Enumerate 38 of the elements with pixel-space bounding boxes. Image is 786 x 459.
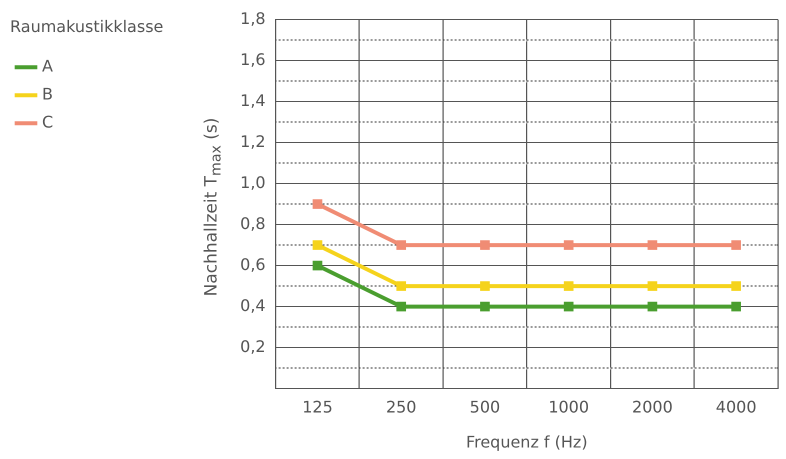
x-tick-label: 250 — [386, 397, 416, 416]
y-tick-label: 1,2 — [240, 132, 266, 151]
y-tick-label: 1,8 — [240, 8, 266, 28]
x-axis-title: Frequenz f (Hz) — [466, 432, 588, 452]
y-tick-label: 0,4 — [240, 296, 266, 315]
y-tick-label: 1,0 — [240, 172, 266, 192]
x-tick-label: 2000 — [632, 397, 673, 416]
point — [312, 240, 322, 250]
x-tick-label: 1000 — [548, 397, 590, 416]
point — [480, 281, 490, 291]
point — [648, 240, 658, 250]
point — [564, 240, 574, 250]
point — [564, 281, 574, 291]
point — [480, 240, 490, 250]
point — [312, 199, 322, 209]
y-tick-label: 0,6 — [240, 254, 266, 274]
point — [648, 302, 658, 312]
legend-label: A — [42, 56, 53, 76]
point — [480, 302, 490, 312]
legend-label: B — [42, 84, 53, 104]
x-tick-label: 125 — [302, 397, 333, 416]
y-tick-label: 1,6 — [240, 50, 266, 69]
legend-label: C — [42, 112, 54, 132]
point — [731, 240, 741, 250]
point — [648, 281, 658, 291]
point — [731, 302, 741, 312]
point — [564, 302, 574, 312]
y-tick-label: 0,8 — [240, 214, 266, 233]
legend-title: Raumakustikklasse — [10, 17, 164, 36]
y-tick-label: 0,2 — [240, 336, 266, 356]
point — [396, 302, 406, 312]
point — [396, 240, 406, 250]
point — [731, 281, 741, 291]
x-tick-label: 500 — [470, 397, 500, 416]
y-tick-label: 1,4 — [240, 90, 266, 110]
x-tick-label: 4000 — [716, 397, 756, 416]
point — [396, 281, 406, 291]
point — [312, 260, 322, 270]
